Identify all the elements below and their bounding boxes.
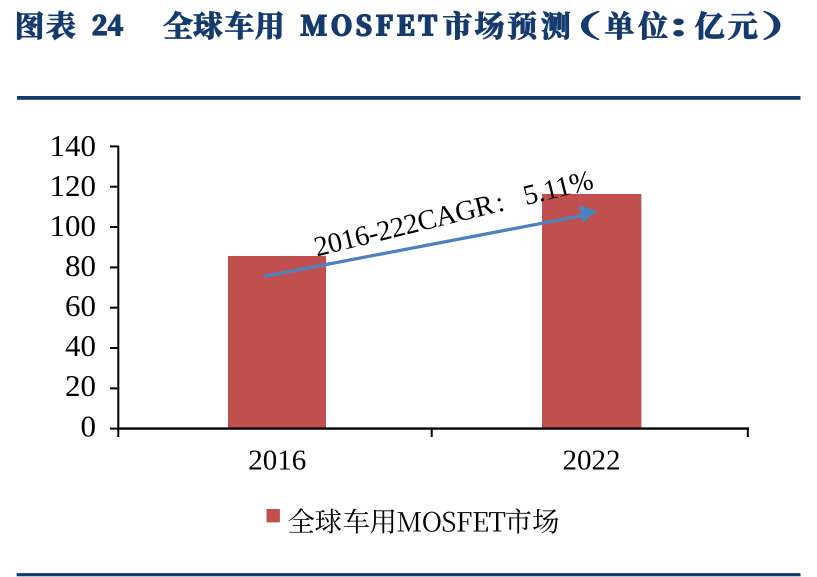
svg-text:20: 20 — [65, 368, 96, 403]
svg-text:40: 40 — [65, 328, 96, 363]
svg-text:60: 60 — [65, 288, 96, 323]
svg-text:2022: 2022 — [563, 445, 621, 477]
svg-text:2016: 2016 — [248, 445, 306, 477]
svg-text:100: 100 — [50, 208, 97, 243]
svg-text:120: 120 — [50, 168, 97, 203]
svg-text:80: 80 — [65, 248, 96, 283]
svg-text:0: 0 — [81, 408, 97, 443]
svg-text:140: 140 — [50, 128, 97, 163]
